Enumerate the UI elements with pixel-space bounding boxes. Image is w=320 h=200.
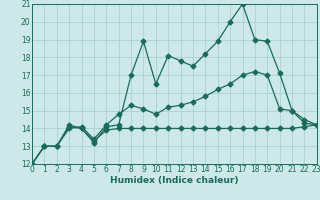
X-axis label: Humidex (Indice chaleur): Humidex (Indice chaleur)	[110, 176, 239, 185]
